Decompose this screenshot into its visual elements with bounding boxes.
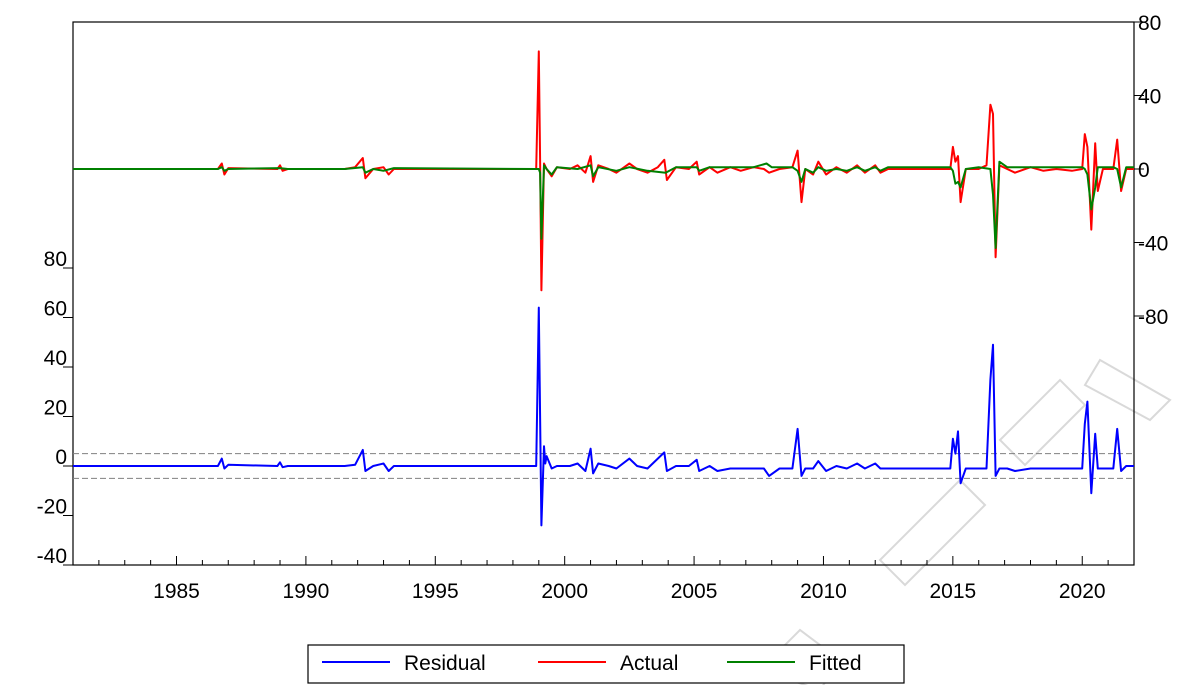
left-axis-tick-label: 40 bbox=[44, 347, 67, 370]
series-layer bbox=[73, 50, 1134, 527]
watermark bbox=[758, 358, 1172, 685]
x-tick-label: 2000 bbox=[541, 580, 588, 603]
residual-band bbox=[73, 453, 1134, 479]
right-axis-tick-label: -40 bbox=[1138, 233, 1168, 256]
right-axis-tick-label: 0 bbox=[1138, 159, 1150, 182]
x-tick-label: 1990 bbox=[283, 580, 330, 603]
left-axis: 80 60 40 20 0 -20 -40 bbox=[37, 248, 73, 568]
legend-label-actual: Actual bbox=[620, 652, 678, 675]
left-axis-tick-label: -40 bbox=[37, 545, 67, 568]
left-axis-tick-label: 60 bbox=[44, 298, 67, 321]
x-tick-label: 2020 bbox=[1059, 580, 1106, 603]
left-axis-tick-label: 0 bbox=[55, 446, 67, 469]
right-axis-tick-label: -80 bbox=[1138, 306, 1168, 329]
left-axis-tick-label: -20 bbox=[37, 496, 67, 519]
right-axis-tick-label: 80 bbox=[1138, 12, 1161, 35]
x-tick-label: 1985 bbox=[153, 580, 200, 603]
right-axis: 80 40 0 -40 -80 bbox=[1134, 12, 1168, 329]
right-axis-tick-label: 40 bbox=[1138, 86, 1161, 109]
legend-label-fitted: Fitted bbox=[809, 652, 862, 675]
x-tick-label: 2005 bbox=[671, 580, 718, 603]
x-tick-label: 2015 bbox=[929, 580, 976, 603]
x-tick-label: 1995 bbox=[412, 580, 459, 603]
legend-box bbox=[307, 644, 905, 684]
x-tick-label: 2010 bbox=[800, 580, 847, 603]
legend: Residual Actual Fitted bbox=[307, 644, 905, 684]
series-line-actual bbox=[73, 50, 1134, 292]
series-line-fitted bbox=[73, 160, 1134, 249]
x-axis: 1985 1990 1995 2000 2005 2010 2015 2020 bbox=[98, 556, 1135, 603]
series-line-residual bbox=[73, 306, 1134, 527]
legend-label-residual: Residual bbox=[404, 652, 486, 675]
left-axis-tick-label: 20 bbox=[44, 397, 67, 420]
plot-frame bbox=[72, 21, 1135, 566]
left-axis-tick-label: 80 bbox=[44, 248, 67, 271]
